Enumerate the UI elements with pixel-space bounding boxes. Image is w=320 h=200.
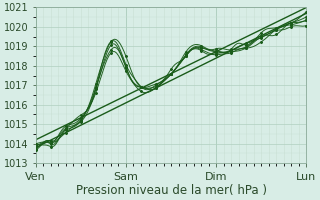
X-axis label: Pression niveau de la mer( hPa ): Pression niveau de la mer( hPa ) <box>76 184 267 197</box>
